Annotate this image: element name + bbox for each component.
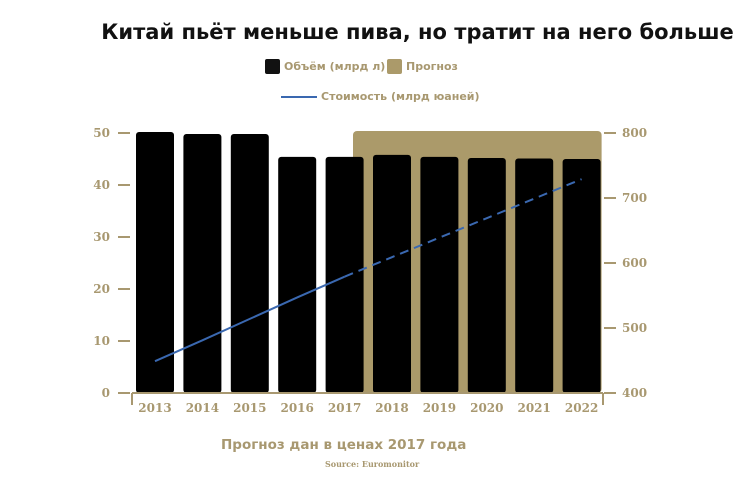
chart-note: Прогноз дан в ценах 2017 года: [221, 437, 467, 453]
cost-line-forecast: [344, 178, 582, 278]
legend-volume-label: Объём (млрд л): [284, 60, 386, 73]
bar-2020: [467, 157, 506, 393]
bar-2018: [373, 154, 411, 393]
left-tick-label: 40: [93, 178, 110, 192]
bar-2014: [183, 134, 222, 394]
left-tick-label: 30: [93, 230, 110, 244]
bar-2019: [420, 156, 459, 393]
x-tick-label: 2015: [233, 401, 266, 415]
x-tick-label: 2022: [565, 401, 598, 415]
legend-cost-label: Стоимость (млрд юаней): [321, 90, 480, 103]
x-tick-label: 2016: [280, 401, 313, 415]
chart-title: Китай пьёт меньше пива, но тратит на нег…: [101, 20, 734, 44]
x-tick-label: 2013: [138, 401, 171, 415]
right-tick-label: 700: [622, 191, 647, 205]
cost-line-actual: [154, 275, 346, 363]
left-tick-label: 10: [93, 334, 110, 348]
left-tick-label: 50: [93, 126, 110, 140]
left-tick-label: 0: [102, 386, 110, 400]
x-tick-label: 2021: [517, 401, 550, 415]
right-tick-label: 600: [622, 256, 647, 270]
x-tick-label: 2017: [328, 401, 361, 415]
left-tick-label: 20: [93, 282, 110, 296]
right-tick-label: 500: [622, 321, 647, 335]
legend-forecast-label: Прогноз: [406, 60, 458, 73]
legend-volume-swatch: [265, 59, 280, 74]
legend-cost-line: [281, 95, 317, 98]
x-tick-label: 2019: [423, 401, 456, 415]
bar-2022: [562, 159, 601, 393]
x-tick-label: 2014: [186, 401, 219, 415]
legend-forecast-swatch: [387, 59, 402, 74]
legend-volume: Объём (млрд л): [265, 59, 385, 74]
x-tick-label: 2020: [470, 401, 503, 415]
bar-2016: [278, 156, 317, 393]
bar-2017: [325, 156, 364, 393]
bar-2013: [136, 131, 174, 393]
bar-2015: [230, 134, 269, 394]
bar-2021: [515, 158, 554, 393]
right-tick-label: 400: [622, 386, 647, 400]
chart-source: Source: Euromonitor: [325, 459, 420, 469]
legend-cost: Стоимость (млрд юаней): [281, 90, 480, 103]
right-tick-label: 800: [622, 126, 647, 140]
legend-forecast: Прогноз: [387, 59, 458, 74]
x-tick-label: 2018: [375, 401, 408, 415]
